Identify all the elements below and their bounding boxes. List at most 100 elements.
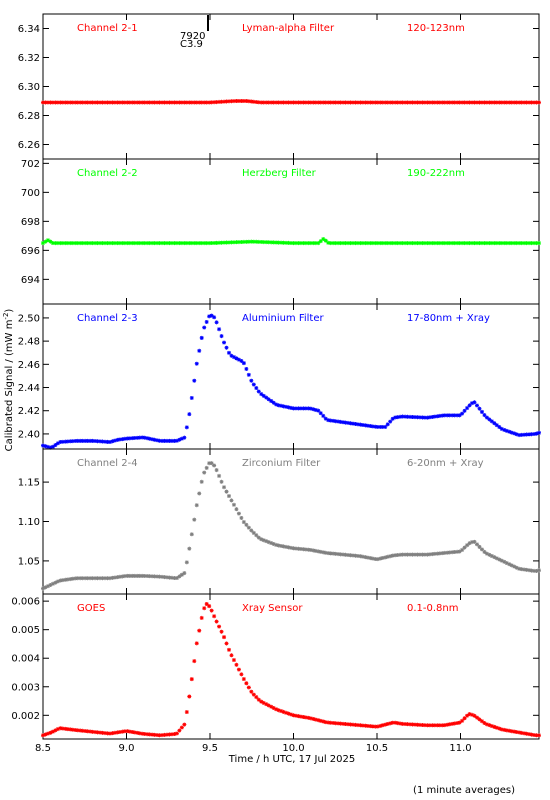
- data-point: [507, 728, 512, 733]
- data-point: [303, 715, 308, 720]
- data-point: [147, 732, 152, 737]
- data-point: [447, 550, 452, 555]
- data-point: [229, 498, 234, 503]
- x-tick-label: 10.5: [366, 743, 388, 754]
- data-point: [323, 416, 328, 421]
- data-point: [504, 100, 509, 105]
- data-point: [155, 438, 160, 443]
- y-tick-label: 0.004: [11, 654, 40, 665]
- data-point: [264, 702, 269, 707]
- data-point: [83, 576, 88, 581]
- data-point: [405, 100, 410, 105]
- data-point: [140, 435, 145, 440]
- data-point: [254, 533, 259, 538]
- data-point: [472, 539, 477, 544]
- data-point: [368, 241, 373, 246]
- data-point: [256, 697, 261, 702]
- data-point: [484, 415, 489, 420]
- data-point: [135, 730, 140, 735]
- data-point: [532, 568, 537, 573]
- data-point: [234, 99, 239, 103]
- data-point: [400, 414, 405, 419]
- data-point: [306, 100, 311, 105]
- data-point: [212, 614, 217, 619]
- filter-label: Aluminium Filter: [242, 313, 325, 324]
- data-point: [199, 335, 204, 340]
- data-point: [150, 241, 155, 246]
- data-point: [303, 547, 308, 552]
- data-point: [169, 575, 174, 580]
- filter-label: Herzberg Filter: [242, 168, 317, 179]
- data-point: [311, 241, 316, 246]
- data-point: [172, 438, 177, 443]
- data-point: [41, 733, 45, 738]
- data-point: [514, 432, 519, 437]
- data-point: [192, 378, 197, 383]
- data-point: [289, 712, 293, 717]
- data-point: [318, 549, 323, 554]
- data-point: [93, 730, 98, 735]
- data-point: [370, 556, 375, 561]
- data-point: [110, 731, 115, 736]
- data-point: [343, 241, 348, 246]
- data-point: [331, 720, 336, 725]
- data-point: [509, 430, 514, 435]
- data-point: [194, 641, 199, 646]
- data-point: [219, 479, 224, 484]
- data-point: [107, 100, 112, 105]
- data-point: [172, 732, 177, 737]
- data-point: [470, 540, 475, 545]
- data-point: [368, 556, 373, 561]
- data-point: [269, 704, 274, 709]
- data-point: [489, 100, 494, 105]
- filter-label: Lyman-alpha Filter: [242, 23, 335, 34]
- data-point: [222, 99, 227, 104]
- data-point: [390, 416, 395, 421]
- data-point: [318, 411, 323, 416]
- y-tick-label: 2.40: [18, 429, 40, 440]
- data-point: [336, 721, 341, 726]
- data-point: [73, 241, 78, 246]
- data-point: [117, 241, 122, 246]
- data-point: [336, 241, 341, 246]
- data-point: [236, 667, 241, 672]
- data-point: [63, 241, 68, 246]
- data-point: [430, 414, 435, 419]
- data-point: [130, 573, 135, 578]
- data-point: [348, 553, 353, 558]
- data-point: [197, 100, 202, 105]
- data-point: [212, 240, 217, 245]
- data-point: [251, 530, 256, 535]
- y-axis-title: Calibrated Signal / (mW m-2): [2, 309, 15, 452]
- data-point: [177, 728, 182, 733]
- data-point: [353, 421, 358, 426]
- data-point: [162, 732, 167, 737]
- data-point: [403, 100, 408, 105]
- data-point: [455, 241, 460, 246]
- data-point: [266, 703, 271, 708]
- data-point: [403, 414, 408, 419]
- data-point: [202, 241, 207, 246]
- data-point: [68, 439, 73, 444]
- data-point: [276, 403, 281, 408]
- data-point: [388, 554, 393, 559]
- data-point: [492, 241, 497, 246]
- data-point: [105, 731, 110, 736]
- data-point: [378, 556, 383, 561]
- data-point: [494, 100, 499, 105]
- data-point: [440, 413, 445, 418]
- data-point: [370, 241, 375, 246]
- data-point: [351, 421, 355, 426]
- data-point: [281, 100, 286, 105]
- data-point: [244, 681, 249, 686]
- data-point: [333, 551, 338, 556]
- data-point: [524, 432, 529, 437]
- data-point: [135, 241, 140, 246]
- data-point: [269, 398, 274, 403]
- data-point: [98, 730, 103, 735]
- y-axis-title-close: ): [4, 309, 15, 313]
- data-point: [93, 241, 98, 246]
- data-point: [355, 723, 360, 728]
- data-point: [487, 552, 492, 557]
- data-point: [41, 100, 45, 105]
